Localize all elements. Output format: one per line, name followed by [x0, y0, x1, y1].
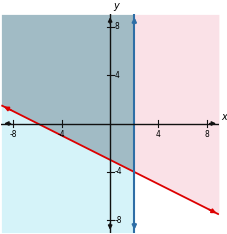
Text: -8: -8	[114, 216, 122, 225]
Text: y: y	[113, 1, 118, 11]
Text: x: x	[220, 113, 226, 122]
Text: -4: -4	[58, 130, 65, 139]
Text: 4: 4	[155, 130, 160, 139]
Text: -4: -4	[114, 168, 122, 176]
Text: -8: -8	[10, 130, 17, 139]
Text: 8: 8	[114, 22, 119, 31]
Text: 8: 8	[204, 130, 208, 139]
Text: 4: 4	[114, 70, 119, 80]
